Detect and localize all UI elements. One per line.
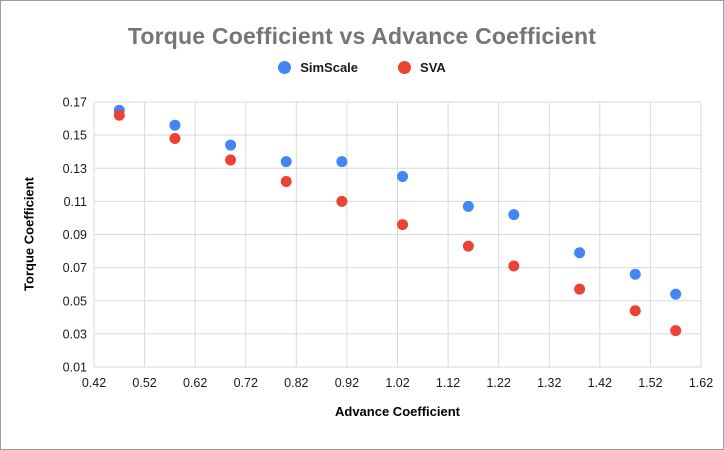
data-point-sva	[169, 132, 181, 144]
x-axis-title: Advance Coefficient	[335, 404, 460, 419]
x-tick-label: 1.02	[385, 376, 409, 390]
x-tick-label: 0.72	[234, 376, 258, 390]
x-tick-label: 1.22	[486, 376, 510, 390]
x-tick-label: 0.82	[284, 376, 308, 390]
legend-item-simscale: SimScale	[278, 60, 358, 75]
data-point-sva	[113, 109, 125, 121]
y-tick-label: 0.05	[63, 294, 87, 308]
chart-title: Torque Coefficient vs Advance Coefficien…	[127, 23, 597, 49]
data-point-simscale	[670, 288, 682, 300]
data-point-simscale	[397, 171, 409, 183]
sva-series-dot-icon	[398, 61, 412, 74]
data-point-sva	[280, 176, 292, 187]
data-point-sva	[225, 154, 237, 166]
data-point-sva	[508, 260, 520, 272]
x-tick-label: 1.42	[588, 376, 612, 390]
data-point-simscale	[169, 119, 181, 131]
x-tick-label: 0.92	[335, 376, 359, 390]
y-tick-label: 0.09	[63, 228, 87, 242]
data-point-simscale	[574, 247, 586, 259]
y-axis-title: Torque Coefficient	[21, 177, 37, 291]
data-point-simscale	[336, 156, 348, 168]
simscale-series-dot-icon	[278, 61, 292, 74]
y-tick-label: 0.07	[63, 261, 87, 275]
data-point-sva	[629, 305, 641, 317]
data-point-sva	[397, 219, 409, 231]
x-tick-label: 1.62	[689, 376, 713, 390]
legend-label-simscale: SimScale	[300, 60, 359, 75]
data-point-sva	[336, 195, 348, 207]
x-tick-label: 1.52	[638, 376, 662, 390]
y-tick-label: 0.03	[63, 327, 87, 341]
data-point-sva	[462, 240, 474, 252]
data-point-simscale	[225, 139, 237, 151]
x-tick-label: 0.62	[183, 376, 207, 390]
data-point-simscale	[508, 209, 520, 221]
data-point-sva	[574, 283, 586, 295]
legend-label-sva: SVA	[420, 60, 446, 75]
data-point-simscale	[462, 200, 474, 212]
data-point-sva	[670, 325, 682, 337]
y-tick-label: 0.11	[64, 195, 87, 209]
data-point-simscale	[629, 268, 641, 280]
y-tick-label: 0.15	[63, 129, 87, 143]
y-tick-label: 0.01	[63, 361, 87, 375]
y-tick-label: 0.17	[63, 96, 87, 110]
x-tick-label: 1.12	[436, 376, 460, 390]
legend-item-sva: SVA	[398, 60, 446, 75]
x-tick-label: 1.32	[537, 376, 561, 390]
x-tick-label: 0.42	[82, 376, 106, 390]
data-point-simscale	[280, 156, 292, 168]
x-tick-label: 0.52	[132, 376, 156, 390]
legend: SimScale SVA	[1, 60, 723, 75]
y-tick-label: 0.13	[63, 162, 87, 176]
